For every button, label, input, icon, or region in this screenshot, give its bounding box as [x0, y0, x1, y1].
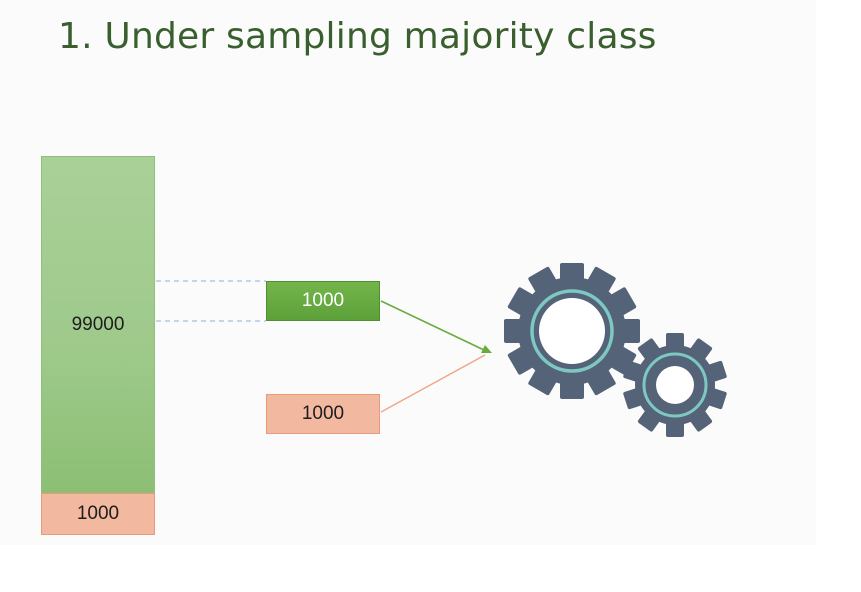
- large-gear-icon: [504, 263, 640, 399]
- sampled-minority-box: 1000: [266, 394, 380, 434]
- green-arrow-head: [481, 345, 492, 353]
- sampled-majority-box: 1000: [266, 281, 380, 321]
- sampled-minority-count: 1000: [301, 403, 345, 424]
- majority-class-bar: 99000: [41, 156, 155, 493]
- majority-class-count: 99000: [71, 313, 125, 335]
- sampled-majority-count: 1000: [301, 290, 345, 311]
- small-gear-icon: [623, 333, 727, 437]
- orange-arrow-line: [380, 354, 486, 413]
- green-arrow-line: [380, 300, 485, 351]
- minority-class-bar: 1000: [41, 493, 155, 535]
- minority-class-count: 1000: [76, 503, 120, 524]
- slide-title: 1. Under sampling majority class: [58, 16, 657, 57]
